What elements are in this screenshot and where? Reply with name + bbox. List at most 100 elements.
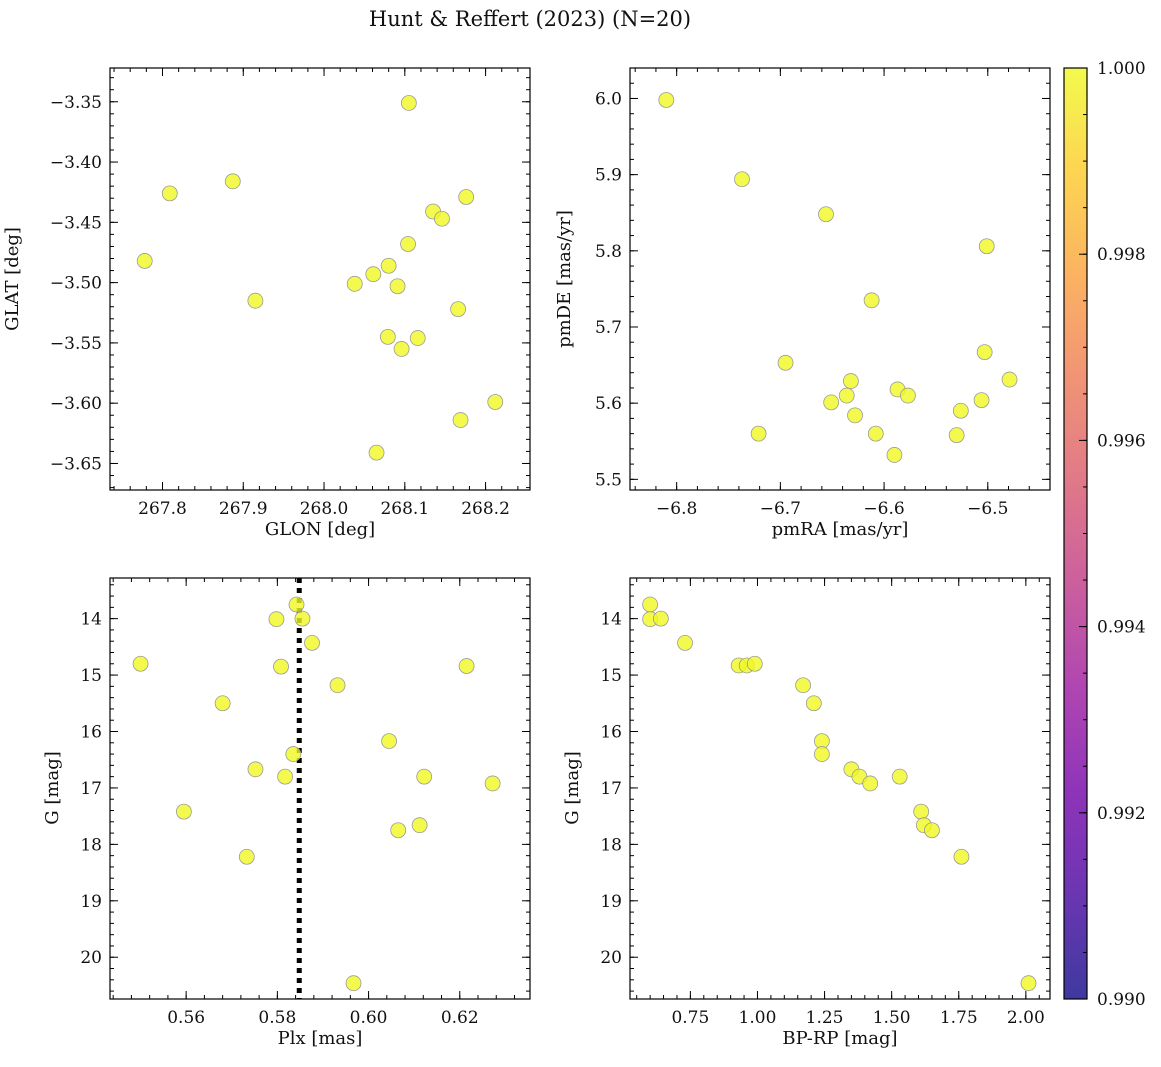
x-tick-label: 1.00	[739, 1008, 777, 1028]
axes-frame	[629, 577, 1051, 1000]
y-tick-label: 16	[80, 723, 102, 743]
data-point	[750, 425, 767, 442]
y-tick-label: −3.45	[50, 213, 102, 233]
axes-frame	[629, 67, 1051, 491]
data-point	[847, 407, 863, 424]
data-point	[484, 775, 501, 792]
data-point	[345, 975, 362, 992]
x-tick-label: 268.2	[461, 499, 510, 519]
data-point	[285, 746, 302, 762]
y-tick-label: 17	[80, 779, 102, 799]
colorbar-tick-label: 1.000	[1097, 59, 1146, 79]
data-point	[838, 387, 855, 404]
x-tick-label: 2.00	[1007, 1008, 1045, 1028]
data-point	[329, 677, 346, 694]
data-point	[948, 427, 965, 444]
x-tick-label: 0.75	[671, 1008, 709, 1028]
data-point	[380, 257, 397, 274]
y-axis-label: pmDE [mas/yr]	[554, 210, 575, 348]
x-tick-label: 1.50	[873, 1008, 911, 1028]
data-point	[294, 610, 311, 627]
data-point	[823, 394, 840, 411]
data-point	[813, 746, 830, 762]
data-point	[450, 301, 467, 318]
data-point	[409, 330, 426, 346]
y-axis-label: G [mag]	[562, 751, 583, 824]
panel-proper-motion: −6.8 −6.7 −6.6 −6.5 5.5 5.6 5.7 5.8 5.9 6.0 pmRA […	[554, 67, 1051, 540]
minor-ticks	[110, 578, 530, 999]
y-axis-label: G [mag]	[42, 751, 63, 824]
data-point	[368, 444, 385, 461]
panel-position: 267.8 267.9 268.0 268.1 268.2 −3.65 −3.60 −3.55…	[2, 67, 531, 540]
data-point	[487, 394, 504, 410]
data-point	[238, 848, 255, 865]
data-point	[978, 238, 995, 255]
colorbar-tick-label: 0.996	[1097, 431, 1146, 451]
x-tick-label: 267.8	[138, 499, 187, 519]
data-point	[390, 822, 407, 839]
data-point	[795, 677, 811, 694]
data-point	[288, 596, 305, 613]
data-point	[863, 292, 880, 309]
data-point	[393, 341, 410, 357]
y-tick-label: 19	[80, 892, 102, 912]
data-point	[346, 275, 363, 292]
data-point	[976, 344, 993, 361]
y-tick-label: 15	[600, 666, 622, 686]
y-tick-label: −3.65	[50, 454, 102, 474]
data-point	[161, 185, 178, 202]
x-tick-label: −6.5	[967, 499, 1008, 519]
x-tick-label: 268.1	[380, 499, 429, 519]
y-tick-label: 17	[600, 779, 622, 799]
y-tick-label: −3.60	[50, 394, 102, 414]
y-tick-label: −3.50	[50, 274, 102, 294]
data-point	[379, 328, 396, 345]
data-point	[458, 189, 475, 205]
x-axis-label: pmRA [mas/yr]	[772, 519, 909, 540]
data-point	[411, 817, 428, 834]
data-point	[277, 768, 294, 785]
y-tick-label: 5.7	[595, 318, 622, 338]
data-point	[400, 95, 417, 111]
x-axis-label: GLON [deg]	[265, 519, 375, 540]
data-point	[247, 292, 264, 309]
x-tick-label: −6.8	[656, 499, 697, 519]
data-point	[1001, 371, 1018, 388]
data-point	[381, 733, 397, 749]
data-point	[886, 447, 903, 463]
data-point	[746, 655, 763, 672]
y-tick-label: 20	[600, 948, 622, 968]
data-point	[224, 173, 241, 190]
x-tick-label: 268.0	[300, 499, 349, 519]
data-point	[434, 210, 450, 227]
data-point	[658, 92, 675, 108]
y-tick-label: 19	[600, 892, 622, 912]
data-point	[677, 634, 693, 651]
x-axis-label: Plx [mas]	[278, 1028, 363, 1049]
y-tick-label: 16	[600, 723, 622, 743]
data-point	[734, 171, 750, 188]
colorbar: 0.990 0.992 0.994 0.996 0.998 1.000	[1063, 59, 1146, 1010]
data-point	[777, 354, 794, 371]
data-point	[913, 803, 930, 820]
y-tick-label: −3.40	[50, 153, 102, 173]
data-point	[400, 236, 416, 252]
data-point	[953, 848, 970, 865]
data-point	[842, 373, 859, 389]
data-point	[268, 611, 285, 628]
data-point	[805, 695, 822, 712]
data-point	[304, 634, 320, 651]
y-tick-label: 5.8	[595, 242, 622, 262]
y-tick-label: 5.6	[595, 394, 622, 414]
y-tick-label: −3.35	[50, 93, 102, 113]
data-point	[973, 392, 990, 409]
y-tick-label: 15	[80, 666, 102, 686]
panel-parallax-magnitude: 0.56 0.58 0.60 0.62 14 15 16 17 18 19 20 Plx [mas] G…	[42, 577, 531, 1049]
data-point	[900, 387, 916, 404]
data-point	[416, 768, 433, 785]
data-point	[862, 775, 879, 792]
data-point	[642, 596, 659, 613]
data-point	[1020, 975, 1037, 992]
figure-title: Hunt & Reffert (2023) (N=20)	[369, 7, 691, 31]
